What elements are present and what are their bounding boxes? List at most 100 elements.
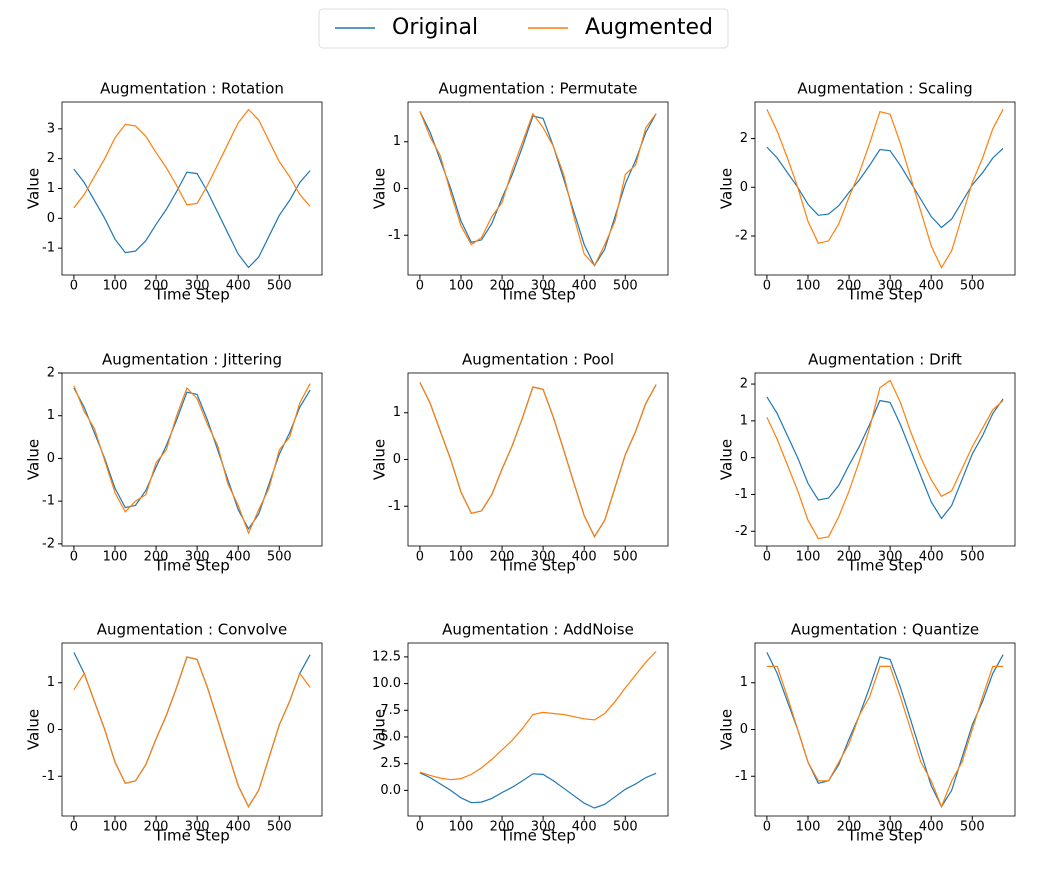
plot-frame: [61, 642, 323, 817]
series-line: [766, 109, 1004, 269]
x-tick-label: 200: [144, 279, 169, 294]
y-tick-label: 2: [47, 366, 55, 381]
y-axis-label: Value: [371, 439, 389, 480]
series-line: [766, 146, 1004, 229]
x-tick-label: 500: [613, 550, 638, 565]
y-tick-label: 12.5: [372, 649, 401, 664]
x-tick-label: 400: [572, 279, 597, 294]
y-tick-label: 0: [740, 180, 748, 195]
series-line: [766, 379, 1004, 540]
subplot-title: Augmentation : Permutate: [439, 80, 638, 98]
x-tick-label: 100: [103, 279, 128, 294]
subplot-title: Augmentation : Jittering: [102, 351, 282, 369]
x-tick-label: 100: [796, 550, 821, 565]
y-tick-label: 1: [740, 413, 748, 428]
y-axis-label: Value: [718, 439, 736, 480]
x-tick-label: 300: [185, 279, 210, 294]
y-tick-label: -1: [735, 769, 748, 784]
x-tick-label: 500: [960, 820, 985, 835]
x-tick-label: 200: [490, 550, 515, 565]
y-tick-label: -2: [42, 536, 55, 551]
x-tick-label: 0: [70, 820, 78, 835]
subplot-title: Augmentation : AddNoise: [442, 621, 634, 639]
y-tick-label: 0: [393, 181, 401, 196]
x-axis-label: Time Step: [846, 827, 923, 845]
x-tick-label: 0: [70, 279, 78, 294]
y-tick-label: 1: [47, 675, 55, 690]
y-tick-label: -1: [42, 494, 55, 509]
x-tick-label: 400: [919, 550, 944, 565]
x-tick-label: 200: [144, 550, 169, 565]
series-line: [766, 652, 1004, 808]
series-line: [419, 382, 657, 538]
x-tick-label: 200: [490, 820, 515, 835]
x-tick-label: 100: [449, 820, 474, 835]
y-tick-label: 0: [47, 722, 55, 737]
subplot-title: Augmentation : Pool: [462, 351, 614, 369]
x-tick-label: 500: [613, 279, 638, 294]
plot-frame: [61, 101, 323, 276]
y-tick-label: 1: [393, 134, 401, 149]
x-tick-label: 500: [960, 550, 985, 565]
plot-frame: [754, 642, 1016, 817]
x-tick-label: 100: [796, 820, 821, 835]
x-tick-label: 300: [531, 550, 556, 565]
y-tick-label: -1: [388, 228, 401, 243]
x-tick-label: 200: [490, 279, 515, 294]
x-tick-label: 100: [103, 820, 128, 835]
x-axis-label: Time Step: [499, 827, 576, 845]
x-tick-label: 400: [919, 820, 944, 835]
x-tick-label: 300: [878, 279, 903, 294]
y-axis-label: Value: [718, 168, 736, 209]
x-tick-label: 200: [837, 820, 862, 835]
y-tick-label: 1: [393, 405, 401, 420]
plot-frame: [407, 642, 669, 817]
x-tick-label: 0: [70, 550, 78, 565]
series-line: [73, 387, 311, 531]
x-tick-label: 0: [416, 820, 424, 835]
y-axis-label: Value: [718, 709, 736, 750]
x-tick-label: 500: [267, 820, 292, 835]
y-tick-label: 7.5: [380, 703, 401, 718]
x-axis-label: Time Step: [153, 557, 230, 575]
x-axis-label: Time Step: [499, 286, 576, 304]
y-tick-label: 0: [740, 450, 748, 465]
x-tick-label: 500: [613, 820, 638, 835]
subplot-title: Augmentation : Convolve: [97, 621, 288, 639]
x-tick-label: 0: [416, 550, 424, 565]
plot-frame: [754, 101, 1016, 276]
subplot-title: Augmentation : Scaling: [797, 80, 972, 98]
x-tick-label: 400: [919, 279, 944, 294]
y-axis-label: Value: [25, 168, 43, 209]
series-line: [73, 108, 311, 209]
x-tick-label: 200: [144, 820, 169, 835]
plot-frame: [407, 101, 669, 276]
x-tick-label: 500: [267, 279, 292, 294]
x-axis-label: Time Step: [153, 286, 230, 304]
legend-box: [318, 8, 729, 49]
series-line: [766, 396, 1004, 520]
series-line: [73, 652, 311, 808]
series-line: [766, 665, 1004, 809]
y-tick-label: 1: [47, 408, 55, 423]
y-axis-label: Value: [371, 709, 389, 750]
series-line: [73, 168, 311, 269]
series-line: [419, 111, 657, 267]
x-tick-label: 300: [531, 279, 556, 294]
x-axis-label: Time Step: [846, 286, 923, 304]
x-axis-label: Time Step: [153, 827, 230, 845]
y-tick-label: -1: [388, 499, 401, 514]
x-tick-label: 500: [960, 279, 985, 294]
y-tick-label: 1: [47, 181, 55, 196]
y-axis-label: Value: [25, 439, 43, 480]
plot-frame: [61, 372, 323, 547]
y-tick-label: 0: [393, 452, 401, 467]
y-tick-label: 5.0: [380, 729, 401, 744]
series-line: [419, 382, 657, 538]
x-tick-label: 0: [763, 550, 771, 565]
x-tick-label: 300: [185, 550, 210, 565]
x-tick-label: 200: [837, 279, 862, 294]
y-tick-label: -1: [42, 769, 55, 784]
series-line: [73, 383, 311, 535]
y-tick-label: -2: [735, 524, 748, 539]
